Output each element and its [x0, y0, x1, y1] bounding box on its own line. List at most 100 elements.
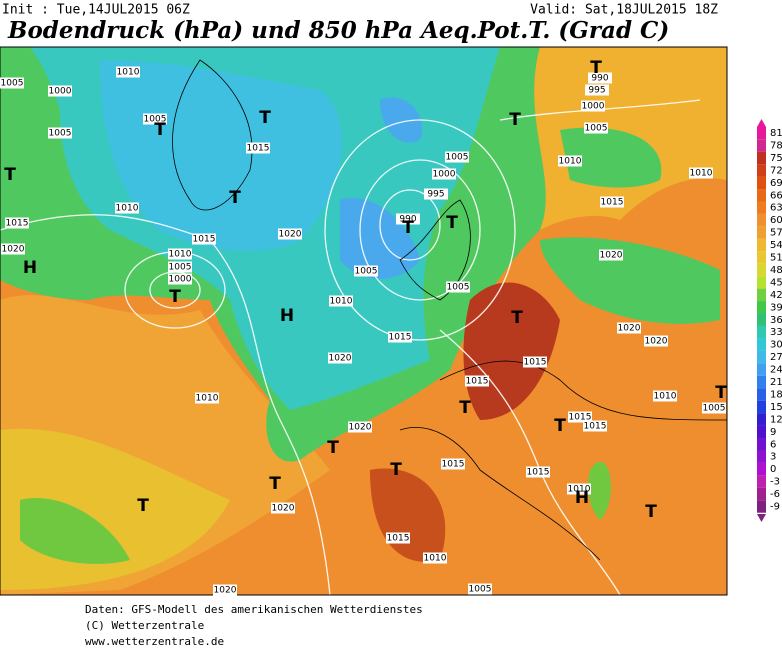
- isobar-label-box: [328, 352, 352, 364]
- isobar-label: 1020: [329, 354, 352, 364]
- isobar-label-box: [192, 233, 216, 245]
- isobar-label-box: [213, 584, 237, 596]
- isobar-label-box: [446, 281, 470, 293]
- isobar-label-box: [423, 552, 447, 564]
- legend-label: -9: [770, 502, 780, 513]
- isobar-label: 1015: [193, 235, 216, 245]
- isobar-label: 1015: [527, 468, 550, 478]
- pressure-center: T: [137, 496, 149, 516]
- pressure-center: H: [575, 488, 589, 508]
- pressure-center: T: [154, 120, 166, 140]
- isobar-label: 1005: [144, 115, 167, 125]
- legend-label: 72: [770, 165, 782, 176]
- isobar-label-box: [0, 77, 24, 89]
- legend-label: 78: [770, 140, 782, 151]
- isobar-label: 1010: [568, 485, 591, 495]
- isobar-label-box: [424, 188, 448, 200]
- legend-label: 18: [770, 389, 782, 400]
- legend-swatch: [757, 226, 766, 239]
- legend-label: 33: [770, 327, 782, 338]
- isobar-label-box: [584, 122, 608, 134]
- isobar-label: 995: [427, 190, 444, 200]
- legend-label: 30: [770, 340, 782, 351]
- legend-swatch: [757, 438, 766, 451]
- legend-label: 57: [770, 228, 782, 239]
- isobar-label-box: [526, 466, 550, 478]
- isobar-label: 1005: [447, 283, 470, 293]
- pressure-center: T: [269, 474, 281, 494]
- legend-swatch: [757, 301, 766, 314]
- isobar-label-box: [644, 335, 668, 347]
- pressure-center: T: [259, 108, 271, 128]
- legend-swatch: [757, 450, 766, 463]
- isobar-label: 1010: [116, 204, 139, 214]
- legend-swatch: [757, 126, 766, 140]
- isobar-label-box: [329, 295, 353, 307]
- pressure-center: T: [4, 165, 16, 185]
- isobar-label-box: [5, 217, 29, 229]
- isobar-label-box: [348, 421, 372, 433]
- isobar-label-box: [278, 228, 302, 240]
- pressure-center: T: [590, 58, 602, 78]
- legend-swatch: [757, 363, 766, 376]
- isobar-label: 1020: [214, 586, 237, 596]
- isobar-label: 1015: [524, 358, 547, 368]
- isobar-label: 1020: [349, 423, 372, 433]
- isobar-label-box: [116, 66, 140, 78]
- legend-label: 12: [770, 414, 782, 425]
- legend-label: 45: [770, 277, 782, 288]
- pressure-center: T: [327, 438, 339, 458]
- isobar-label-box: [271, 502, 295, 514]
- legend-swatch: [757, 139, 766, 152]
- isobar-label: 1010: [330, 297, 353, 307]
- pressure-center: T: [511, 308, 523, 328]
- isobar-label: 990: [399, 215, 416, 225]
- isobar-label-box: [168, 273, 192, 285]
- pressure-center: T: [645, 502, 657, 522]
- isobar-label-box: [445, 151, 469, 163]
- footer-line: Daten: GFS-Modell des amerikanischen Wet…: [85, 603, 423, 616]
- isobar-label: 1020: [272, 504, 295, 514]
- isobar-label-box: [585, 84, 609, 96]
- isobar-label-box: [143, 113, 167, 125]
- isobar-label-box: [600, 196, 624, 208]
- pressure-center: T: [229, 188, 241, 208]
- isobar-label-box: [558, 155, 582, 167]
- pressure-center: T: [446, 213, 458, 233]
- legend-swatch: [757, 238, 766, 252]
- isobar-label: 1005: [703, 404, 726, 414]
- isobar-label-box: [354, 265, 378, 277]
- legend-label: 36: [770, 315, 782, 326]
- legend-label: 66: [770, 190, 782, 201]
- legend-swatch: [757, 151, 766, 165]
- legend-label: 21: [770, 377, 782, 388]
- footer-line: www.wetterzentrale.de: [85, 635, 224, 646]
- isobar-label: 1010: [196, 394, 219, 404]
- isobar-label-box: [465, 375, 489, 387]
- isobar-label-box: [468, 583, 492, 595]
- legend-swatch: [757, 500, 766, 513]
- isobar-label: 1015: [247, 144, 270, 154]
- legend-label: 60: [770, 215, 782, 226]
- legend-swatch: [757, 251, 766, 264]
- legend-arrow-top: [757, 119, 766, 127]
- legend-label: 42: [770, 290, 782, 301]
- isobar-label: 995: [588, 86, 605, 96]
- isobar-label-box: [396, 213, 420, 225]
- isobar-label-box: [441, 458, 465, 470]
- legend-label: 63: [770, 203, 782, 214]
- legend-swatch: [757, 338, 766, 351]
- isobar-label-box: [588, 72, 612, 84]
- pressure-center: T: [390, 460, 402, 480]
- pressure-center: H: [280, 306, 294, 326]
- isobar-label-box: [432, 168, 456, 180]
- isobar-label: 1005: [49, 129, 72, 139]
- isobar-label: 1000: [49, 87, 72, 97]
- legend-label: 39: [770, 302, 782, 313]
- isobar-label: 1020: [645, 337, 668, 347]
- pressure-center: H: [23, 258, 37, 278]
- valid-time: Valid: Sat,18JUL2015 18Z: [530, 3, 718, 18]
- pressure-center: T: [509, 110, 521, 130]
- isobar-label: 1010: [117, 68, 140, 78]
